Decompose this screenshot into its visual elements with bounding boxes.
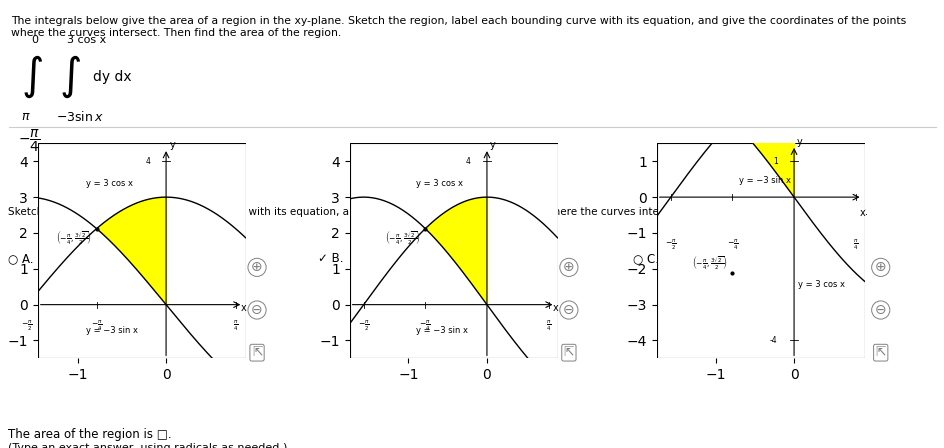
Text: $\frac{\pi}{4}$: $\frac{\pi}{4}$ (232, 318, 238, 333)
Text: $\int$: $\int$ (59, 53, 80, 100)
Text: 1: 1 (772, 157, 777, 166)
Text: $-\frac{\pi}{2}$: $-\frac{\pi}{2}$ (665, 237, 676, 252)
Text: The integrals below give the area of a region in the xy-plane. Sketch the region: The integrals below give the area of a r… (11, 16, 905, 38)
Text: Sketch the region, label each bounding curve with its equation, and give the coo: Sketch the region, label each bounding c… (8, 207, 867, 217)
Text: $\left(-\frac{\pi}{4},\frac{3\sqrt{2}}{2}\right)$: $\left(-\frac{\pi}{4},\frac{3\sqrt{2}}{2… (385, 229, 421, 247)
Text: 4: 4 (145, 157, 150, 166)
Text: x: x (240, 303, 246, 313)
Text: ⊖: ⊖ (251, 303, 262, 317)
Text: ○ C.: ○ C. (632, 252, 659, 265)
Text: y = 3 cos x: y = 3 cos x (416, 179, 463, 188)
Text: $-\frac{\pi}{4}$: $-\frac{\pi}{4}$ (419, 318, 430, 333)
Text: ⇱: ⇱ (563, 346, 574, 359)
Text: •  •  •: • • • (453, 169, 491, 182)
Text: $-\frac{\pi}{4}$: $-\frac{\pi}{4}$ (726, 237, 737, 252)
Text: 0: 0 (31, 35, 38, 45)
Text: x: x (552, 303, 558, 313)
Text: y: y (169, 140, 175, 150)
Text: ⊕: ⊕ (874, 260, 885, 274)
Text: y = −3 sin x: y = −3 sin x (738, 176, 790, 185)
Text: $\frac{\pi}{4}$: $\frac{\pi}{4}$ (546, 318, 550, 333)
Text: (Type an exact answer, using radicals as needed.): (Type an exact answer, using radicals as… (8, 443, 287, 448)
Text: $-\frac{\pi}{4}$: $-\frac{\pi}{4}$ (91, 318, 102, 333)
Text: 3 cos x: 3 cos x (67, 35, 107, 45)
Text: ⊕: ⊕ (251, 260, 262, 274)
Text: ⊖: ⊖ (563, 303, 574, 317)
Text: ○ A.: ○ A. (8, 252, 33, 265)
Text: $\int$: $\int$ (21, 53, 42, 100)
Text: ⊖: ⊖ (874, 303, 885, 317)
Text: $-\frac{\pi}{2}$: $-\frac{\pi}{2}$ (21, 318, 33, 333)
Text: $\frac{\pi}{4}$: $\frac{\pi}{4}$ (852, 237, 857, 252)
Text: y: y (796, 137, 801, 147)
Text: y: y (489, 140, 495, 150)
Text: $\pi$: $\pi$ (21, 110, 30, 124)
Text: y = 3 cos x: y = 3 cos x (797, 280, 844, 289)
Text: x: x (859, 208, 865, 219)
Text: y = 3 cos x: y = 3 cos x (86, 179, 133, 188)
Text: ⇱: ⇱ (251, 346, 262, 359)
Text: ⇱: ⇱ (874, 346, 885, 359)
Text: dy dx: dy dx (93, 69, 131, 84)
Text: $-3\sin x$: $-3\sin x$ (56, 110, 104, 124)
Text: 4: 4 (465, 157, 470, 166)
Text: y = −3 sin x: y = −3 sin x (416, 326, 468, 335)
Text: $-\frac{\pi}{2}$: $-\frac{\pi}{2}$ (358, 318, 369, 333)
Text: $\left(-\frac{\pi}{4},\frac{3\sqrt{2}}{2}\right)$: $\left(-\frac{\pi}{4},\frac{3\sqrt{2}}{2… (56, 229, 93, 247)
Text: ⊕: ⊕ (563, 260, 574, 274)
Text: y = −3 sin x: y = −3 sin x (86, 326, 139, 335)
Text: -4: -4 (769, 336, 777, 345)
Text: $\left(-\frac{\pi}{4},\frac{3\sqrt{2}}{2}\right)$: $\left(-\frac{\pi}{4},\frac{3\sqrt{2}}{2… (692, 254, 728, 272)
Text: $-\dfrac{\pi}{4}$: $-\dfrac{\pi}{4}$ (18, 128, 41, 154)
Text: The area of the region is □.: The area of the region is □. (8, 428, 171, 441)
Text: ✓ B.: ✓ B. (318, 252, 344, 265)
